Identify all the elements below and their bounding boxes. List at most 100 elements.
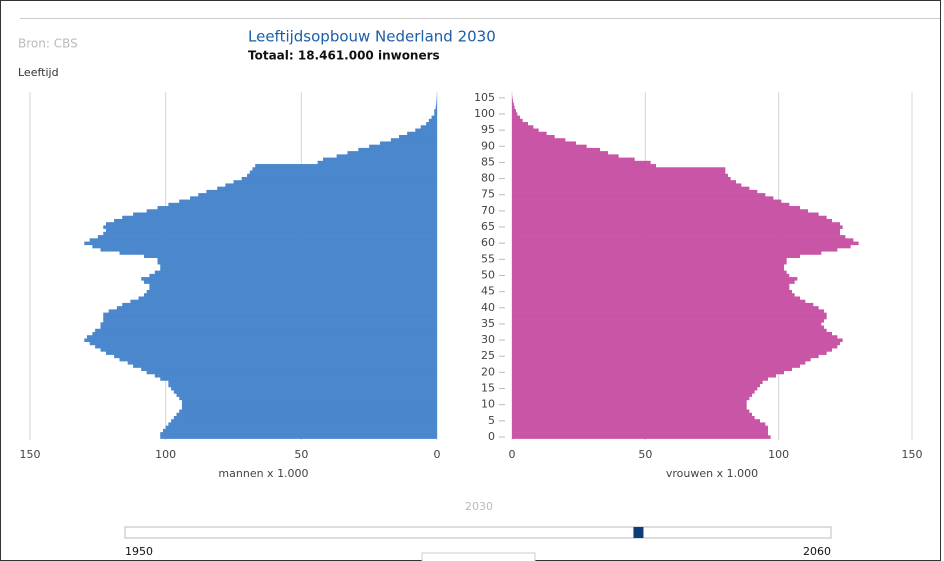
bar <box>114 218 437 223</box>
y-tick-label: 70 <box>481 204 495 217</box>
y-tick-label: 30 <box>481 333 495 346</box>
bar <box>157 257 437 262</box>
bar <box>512 238 854 242</box>
bar <box>130 299 438 304</box>
bar <box>247 173 437 178</box>
bar <box>512 435 771 439</box>
bar <box>512 354 819 359</box>
bar <box>103 312 437 317</box>
bar <box>390 138 437 142</box>
bar <box>512 109 516 113</box>
bar <box>122 302 438 307</box>
bar <box>255 164 437 168</box>
bar <box>512 206 800 210</box>
bar <box>512 325 824 330</box>
bar <box>141 277 437 281</box>
bar <box>168 202 437 207</box>
x-tick-label: 100 <box>155 448 176 461</box>
slider-box <box>421 552 536 561</box>
bar <box>512 341 840 346</box>
bar <box>512 222 840 226</box>
y-axis-label: Leeftijd <box>18 66 59 79</box>
bar <box>133 364 437 368</box>
bar <box>435 105 437 110</box>
bar <box>168 422 437 426</box>
y-tick-label: 90 <box>481 139 495 152</box>
bar <box>512 422 766 426</box>
x-tick-label: 150 <box>902 448 923 461</box>
bar <box>512 241 859 246</box>
bar <box>347 151 437 155</box>
y-tick-label: 50 <box>481 268 495 281</box>
bar <box>138 296 438 300</box>
bar <box>512 280 795 284</box>
bar <box>512 257 787 262</box>
bar <box>512 193 766 197</box>
bar <box>127 361 438 365</box>
bar <box>181 403 437 407</box>
bar <box>173 415 437 420</box>
y-tick-label: 75 <box>481 188 495 201</box>
bar <box>512 244 851 249</box>
bar <box>252 167 437 171</box>
bar <box>512 183 742 187</box>
bar <box>434 112 437 116</box>
bar <box>512 212 819 217</box>
bar <box>84 338 438 342</box>
bar <box>241 176 437 181</box>
bar <box>512 335 838 339</box>
bar <box>100 248 438 252</box>
bar <box>512 196 774 200</box>
y-tick-label: 20 <box>481 365 495 378</box>
bar <box>512 409 750 414</box>
bar <box>146 370 437 375</box>
slider-track[interactable] <box>124 526 832 539</box>
slider-thumb[interactable] <box>633 527 644 538</box>
bar <box>512 96 513 100</box>
bar <box>512 131 547 136</box>
bar <box>84 241 438 246</box>
y-tick-label: 65 <box>481 220 495 233</box>
bar <box>512 406 747 410</box>
source: Bron: CBS <box>18 37 78 51</box>
bar <box>160 432 438 436</box>
y-tick-label: 60 <box>481 236 495 249</box>
bar <box>160 435 438 439</box>
x-tick-label: 150 <box>20 448 41 461</box>
bar <box>512 225 843 229</box>
chart-subtitle: Totaal: 18.461.000 inwoners <box>248 49 440 63</box>
bar <box>233 180 437 184</box>
bar <box>415 128 437 133</box>
bar <box>92 331 437 336</box>
bar <box>512 377 768 381</box>
bar <box>217 186 437 191</box>
bar <box>512 312 827 317</box>
bar <box>512 286 790 291</box>
bar <box>431 115 437 120</box>
chart-title: Leeftijdsopbouw Nederland 2030 <box>248 28 496 46</box>
bar <box>512 302 814 307</box>
bar <box>512 415 755 420</box>
bar <box>512 189 758 194</box>
bar <box>95 344 438 349</box>
bar <box>512 157 635 162</box>
bar <box>181 406 437 410</box>
bar <box>512 315 827 320</box>
bar <box>149 283 438 288</box>
y-tick-label: 85 <box>481 155 495 168</box>
x-tick-label: 100 <box>768 448 789 461</box>
bar <box>512 231 840 236</box>
bar <box>512 290 792 294</box>
bar <box>143 280 437 284</box>
bar <box>512 160 651 165</box>
bar <box>512 118 523 123</box>
bar <box>225 183 437 187</box>
bar <box>512 273 790 278</box>
bar <box>157 206 437 210</box>
bar <box>149 286 438 291</box>
bar <box>512 199 782 204</box>
bar <box>512 412 752 417</box>
bar <box>512 296 800 300</box>
bar <box>512 338 843 342</box>
